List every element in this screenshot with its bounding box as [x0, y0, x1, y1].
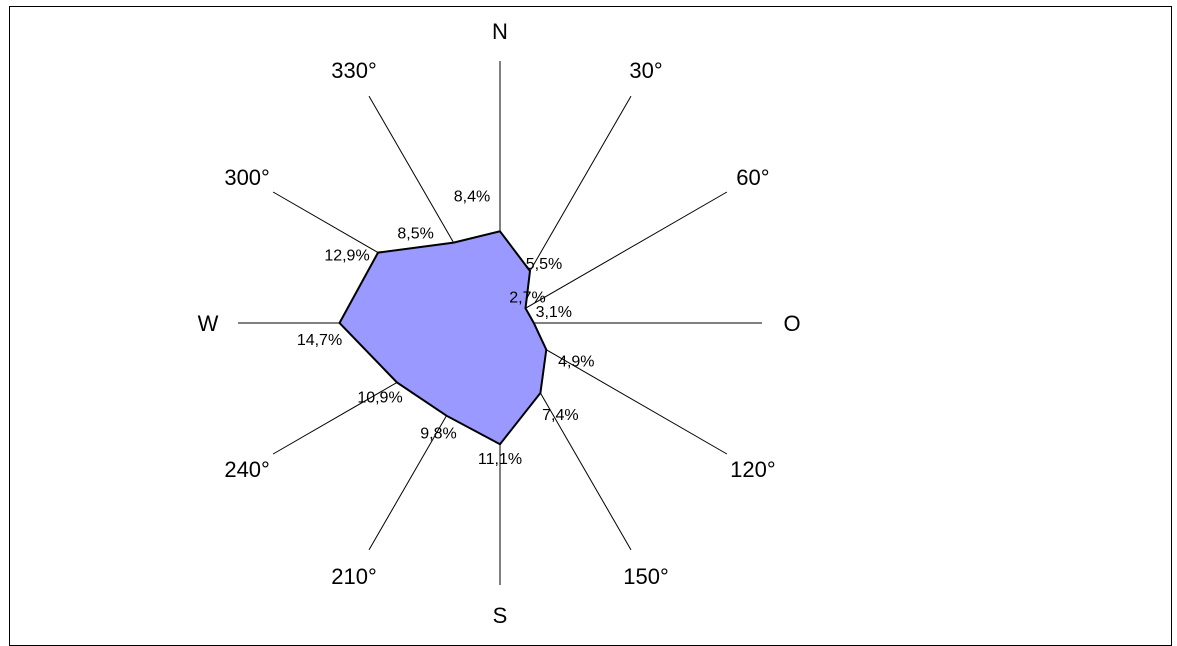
- value-label-o: 3,1%: [536, 304, 572, 321]
- direction-label-n: N: [492, 19, 508, 44]
- direction-label-150deg: 150°: [623, 564, 669, 589]
- value-label-150deg: 7,4%: [542, 407, 578, 424]
- value-label-60deg: 2,7%: [509, 289, 545, 306]
- value-label-240deg: 10,9%: [357, 390, 402, 407]
- direction-label-w: W: [198, 311, 219, 336]
- direction-label-30deg: 30°: [629, 58, 662, 83]
- direction-label-300deg: 300°: [224, 165, 270, 190]
- wind-rose-chart: N 30° 60° O 120° 150° S 210° 240° W 300° 330° 8,4% 5…: [198, 19, 801, 623]
- value-labels-group: 8,4% 5,5% 2,7%3,1% 4,9% 7,4% 11,1% 9,8% 10,9% 14…: [297, 188, 595, 468]
- direction-label-s: S: [493, 603, 508, 623]
- direction-label-330deg: 330°: [331, 58, 377, 83]
- direction-label-o: O: [783, 311, 800, 336]
- direction-label-120deg: 120°: [730, 457, 776, 482]
- frequency-area: [338, 230, 548, 446]
- value-label-300deg: 12,9%: [324, 248, 369, 265]
- value-label-330deg: 8,5%: [397, 226, 433, 243]
- value-label-210deg: 9,8%: [420, 426, 456, 443]
- direction-label-60deg: 60°: [736, 165, 769, 190]
- value-label-s: 11,1%: [478, 451, 522, 468]
- direction-labels-group: N 30° 60° O 120° 150° S 210° 240° W 300° 330°: [198, 19, 801, 623]
- spoke-60deg: [499, 191, 728, 324]
- value-label-30deg: 5,5%: [526, 256, 562, 273]
- value-label-120deg: 4,9%: [558, 354, 594, 371]
- direction-label-210deg: 210°: [331, 564, 377, 589]
- value-label-w: 14,7%: [297, 332, 342, 349]
- direction-label-240deg: 240°: [224, 457, 270, 482]
- value-label-n: 8,4%: [454, 188, 490, 205]
- chart-frame: [9, 6, 1172, 646]
